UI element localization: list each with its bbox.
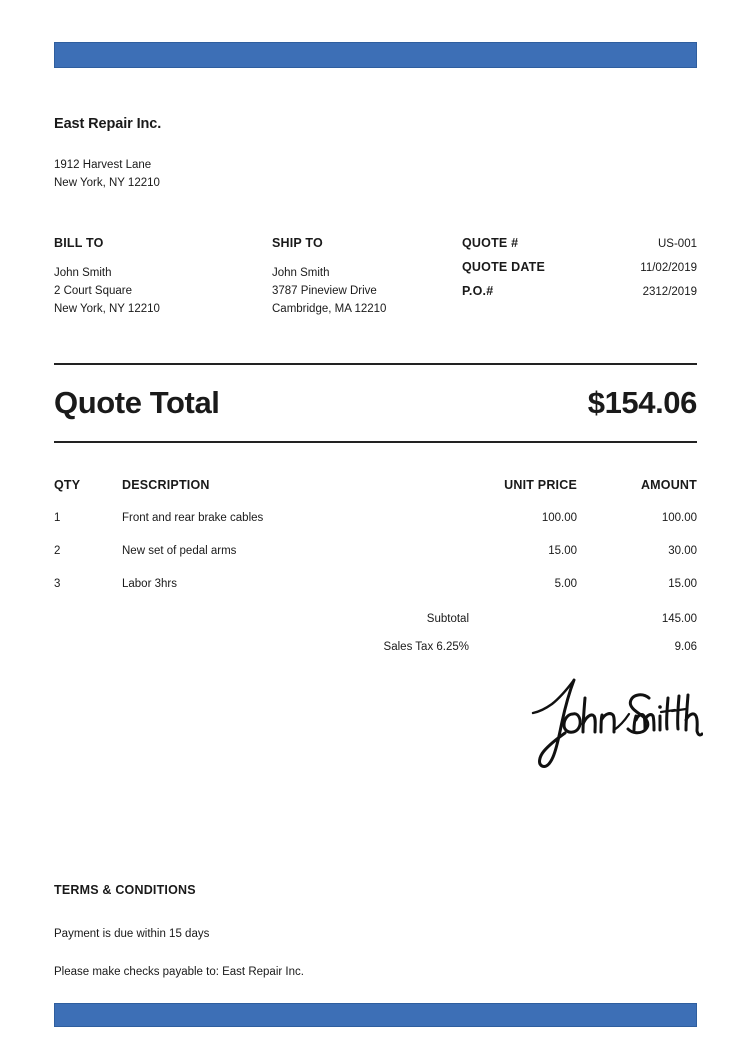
- cell-qty: 1: [54, 512, 61, 524]
- cell-description: Front and rear brake cables: [122, 512, 264, 524]
- bill-to-address-line-1: 2 Court Square: [54, 285, 132, 297]
- cell-amount: 15.00: [668, 578, 697, 590]
- header-unit-price: UNIT PRICE: [504, 478, 577, 492]
- terms-line-2: Please make checks payable to: East Repa…: [54, 966, 304, 978]
- po-number-value: 2312/2019: [642, 286, 697, 298]
- po-number-row: P.O.# 2312/2019: [462, 284, 697, 298]
- header-description: DESCRIPTION: [122, 478, 210, 492]
- quote-date-label: QUOTE DATE: [462, 260, 546, 274]
- header-amount: AMOUNT: [640, 478, 697, 492]
- cell-qty: 2: [54, 545, 61, 557]
- cell-amount: 100.00: [661, 512, 697, 524]
- bill-to-title: BILL TO: [54, 236, 104, 250]
- quote-total-value: $154.06: [587, 385, 698, 420]
- table-row: 3 Labor 3hrs 5.00 15.00: [54, 578, 697, 611]
- sales-tax-label: Sales Tax 6.25%: [383, 641, 469, 653]
- parties-section: BILL TO John Smith 2 Court Square New Yo…: [54, 236, 697, 331]
- quote-number-label: QUOTE #: [462, 236, 519, 250]
- ship-to-title: SHIP TO: [272, 236, 323, 250]
- sales-tax-row: Sales Tax 6.25% 9.06: [54, 641, 697, 653]
- cell-unit-price: 15.00: [548, 545, 577, 557]
- header-accent-bar: [54, 42, 697, 68]
- cell-unit-price: 5.00: [554, 578, 577, 590]
- sales-tax-value: 9.06: [674, 641, 697, 653]
- footer-accent-bar: [54, 1003, 697, 1027]
- table-row: 1 Front and rear brake cables 100.00 100…: [54, 512, 697, 545]
- quote-number-row: QUOTE # US-001: [462, 236, 697, 250]
- company-block: East Repair Inc. 1912 Harvest Lane New Y…: [54, 116, 454, 192]
- ship-to-name: John Smith: [272, 267, 330, 279]
- quote-date-row: QUOTE DATE 11/02/2019: [462, 260, 697, 274]
- table-row: 2 New set of pedal arms 15.00 30.00: [54, 545, 697, 578]
- quote-total-band: Quote Total $154.06: [54, 363, 697, 443]
- bill-to-block: BILL TO John Smith 2 Court Square New Yo…: [54, 236, 254, 318]
- ship-to-address-line-2: Cambridge, MA 12210: [272, 303, 387, 315]
- cell-amount: 30.00: [668, 545, 697, 557]
- company-address-line-1: 1912 Harvest Lane: [54, 159, 152, 171]
- quote-number-value: US-001: [658, 238, 697, 250]
- terms-section: TERMS & CONDITIONS Payment is due within…: [54, 883, 554, 1001]
- signature-image: [528, 662, 703, 777]
- table-header-row: QTY DESCRIPTION UNIT PRICE AMOUNT: [54, 478, 697, 512]
- cell-qty: 3: [54, 578, 61, 590]
- subtotal-label: Subtotal: [426, 613, 469, 625]
- subtotal-row: Subtotal 145.00: [54, 613, 697, 625]
- terms-line-1: Payment is due within 15 days: [54, 928, 210, 940]
- terms-title: TERMS & CONDITIONS: [54, 883, 196, 897]
- ship-to-block: SHIP TO John Smith 3787 Pineview Drive C…: [272, 236, 472, 318]
- bill-to-name: John Smith: [54, 267, 112, 279]
- subtotal-value: 145.00: [661, 613, 697, 625]
- cell-unit-price: 100.00: [541, 512, 577, 524]
- quote-meta-block: QUOTE # US-001 QUOTE DATE 11/02/2019 P.O…: [462, 236, 697, 308]
- cell-description: Labor 3hrs: [122, 578, 177, 590]
- quote-total-label: Quote Total: [54, 385, 220, 420]
- company-name: East Repair Inc.: [54, 116, 162, 132]
- totals-section: Subtotal 145.00 Sales Tax 6.25% 9.06: [54, 613, 697, 669]
- ship-to-address-line-1: 3787 Pineview Drive: [272, 285, 377, 297]
- bill-to-address-line-2: New York, NY 12210: [54, 303, 160, 315]
- cell-description: New set of pedal arms: [122, 545, 237, 557]
- header-qty: QTY: [54, 478, 81, 492]
- line-items-table: QTY DESCRIPTION UNIT PRICE AMOUNT 1 Fron…: [54, 478, 697, 611]
- po-number-label: P.O.#: [462, 284, 494, 298]
- quote-date-value: 11/02/2019: [640, 262, 697, 274]
- company-address-line-2: New York, NY 12210: [54, 177, 160, 189]
